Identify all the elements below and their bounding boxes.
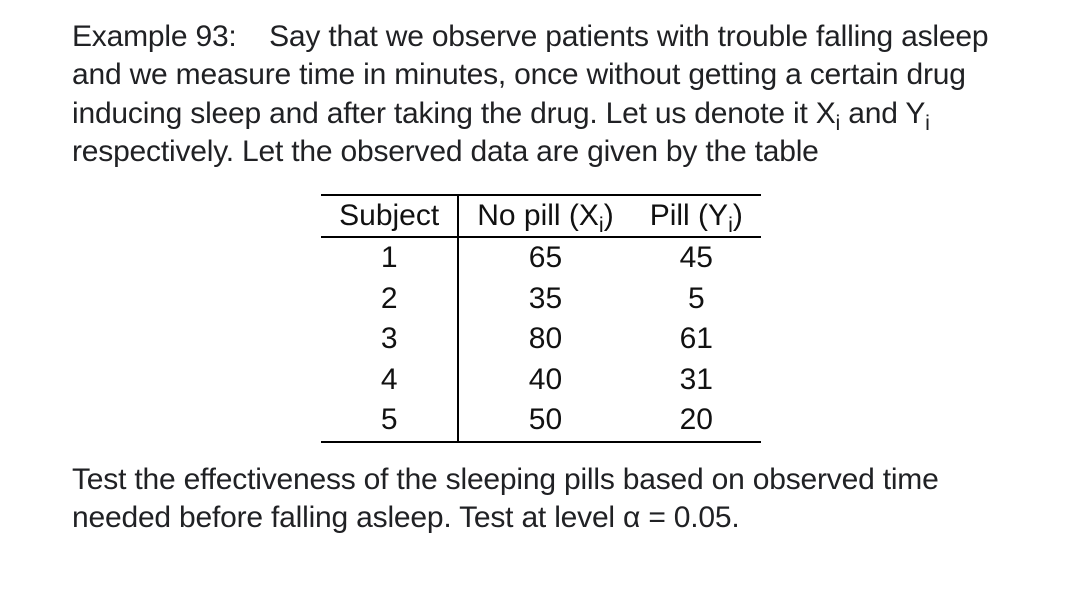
- cell-pill: 5: [632, 279, 761, 320]
- cell-pill: 31: [632, 360, 761, 401]
- question-text-pre: Test the effectiveness of the sleeping p…: [72, 463, 939, 534]
- cell-nopill: 65: [458, 237, 632, 279]
- cell-nopill: 80: [458, 319, 632, 360]
- cell-nopill: 35: [458, 279, 632, 320]
- col-header-nopill: No pill (Xi): [458, 195, 632, 238]
- cell-pill: 61: [632, 319, 761, 360]
- cell-nopill: 50: [458, 400, 632, 442]
- cell-subject: 2: [321, 279, 458, 320]
- table-row: 2 35 5: [321, 279, 761, 320]
- example-text-part2: and Y: [840, 97, 925, 130]
- question-paragraph: Test the effectiveness of the sleeping p…: [72, 461, 1010, 538]
- page-content: Example 93: Say that we observe patients…: [0, 0, 1080, 537]
- table-row: 1 65 45: [321, 237, 761, 279]
- data-table: Subject No pill (Xi) Pill (Yi) 1 65 45 2: [321, 194, 761, 443]
- table-row: 3 80 61: [321, 319, 761, 360]
- alpha-value: 0.05: [674, 501, 732, 534]
- col-header-nopill-pre: No pill (X: [477, 199, 599, 232]
- col-header-pill-post: ): [733, 199, 743, 232]
- example-label: Example 93:: [72, 20, 237, 53]
- cell-subject: 4: [321, 360, 458, 401]
- col-header-nopill-post: ): [604, 199, 614, 232]
- cell-pill: 20: [632, 400, 761, 442]
- table-body: 1 65 45 2 35 5 3 80 61 4 40 31: [321, 237, 761, 442]
- cell-subject: 5: [321, 400, 458, 442]
- table-row: 4 40 31: [321, 360, 761, 401]
- subscript-i-y: i: [925, 110, 930, 135]
- data-table-container: Subject No pill (Xi) Pill (Yi) 1 65 45 2: [72, 194, 1010, 443]
- question-text-post: .: [731, 501, 739, 534]
- cell-subject: 1: [321, 237, 458, 279]
- table-row: 5 50 20: [321, 400, 761, 442]
- example-text-part3: respectively. Let the observed data are …: [72, 135, 819, 168]
- col-header-subject: Subject: [321, 195, 458, 238]
- cell-nopill: 40: [458, 360, 632, 401]
- col-header-pill: Pill (Yi): [632, 195, 761, 238]
- example-paragraph: Example 93: Say that we observe patients…: [72, 18, 1010, 172]
- table-header-row: Subject No pill (Xi) Pill (Yi): [321, 195, 761, 238]
- cell-pill: 45: [632, 237, 761, 279]
- cell-subject: 3: [321, 319, 458, 360]
- col-header-pill-pre: Pill (Y: [650, 199, 728, 232]
